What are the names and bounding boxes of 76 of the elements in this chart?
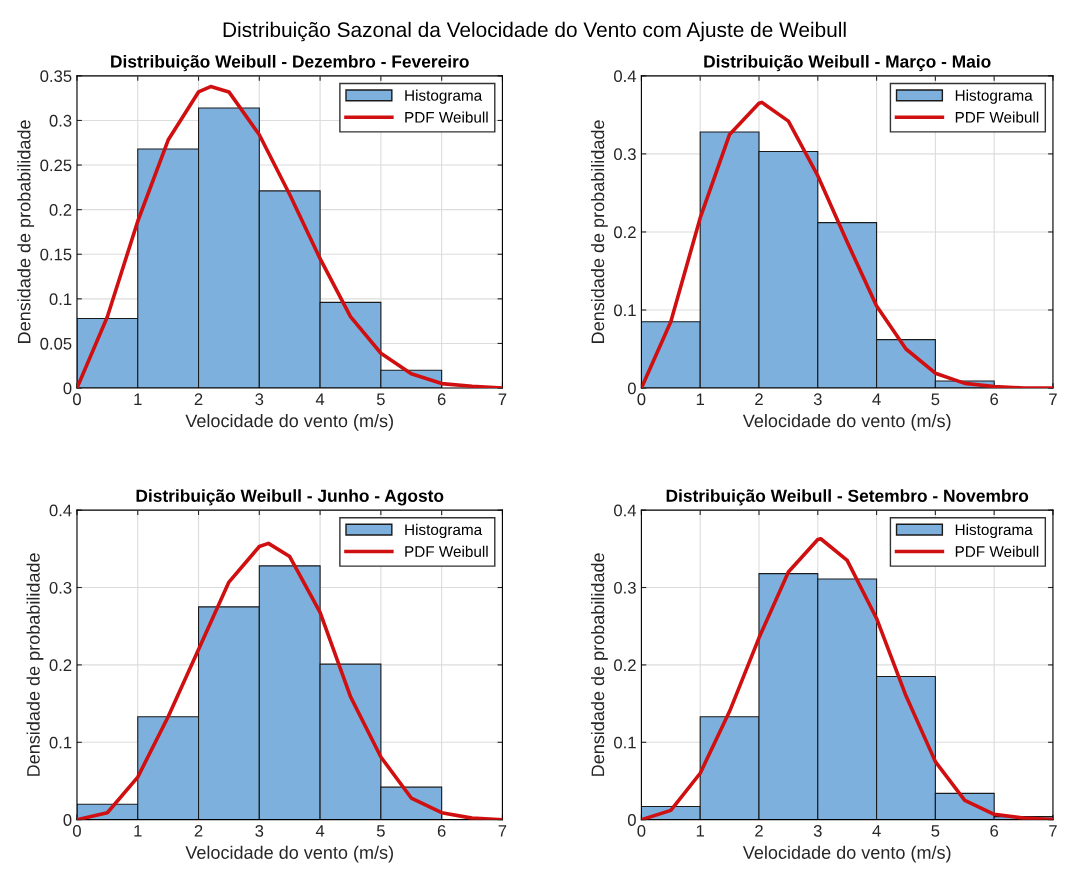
y-tick-label: 0.3	[49, 114, 72, 127]
y-tick-label: 0.1	[614, 736, 636, 749]
legend-label: PDF Weibull	[955, 545, 1039, 557]
chart-title: Distribuição Weibull - Setembro - Novembro	[666, 489, 1029, 506]
y-tick-label: 0	[627, 814, 636, 826]
x-tick-label: 4	[872, 825, 881, 837]
x-tick-label: 3	[255, 393, 264, 406]
y-tick-label: 0.25	[40, 159, 72, 172]
x-tick-label: 5	[931, 393, 940, 406]
x-tick-label: 1	[696, 825, 705, 837]
x-axis-title: Velocidade do vento (m/s)	[185, 845, 393, 863]
text: Distribuição Sazonal da Velocidade do Vento com Ajuste de Weibull	[223, 21, 846, 42]
legend-label: Histograma	[955, 89, 1033, 104]
y-tick-label: 0.35	[40, 70, 72, 83]
x-tick-label: 4	[315, 825, 325, 837]
y-axis-title: Densidade de probabilidade	[590, 120, 608, 343]
legend-label: PDF Weibull	[405, 111, 488, 123]
x-tick-label: 3	[813, 393, 822, 406]
y-axis-title: Densidade de probabilidade	[17, 120, 35, 343]
x-tick-label: 0	[637, 824, 646, 837]
y-tick-label: 0.1	[49, 293, 72, 306]
x-tick-label: 7	[1049, 393, 1057, 405]
x-tick-label: 7	[1049, 825, 1057, 837]
y-tick-label: 0.4	[614, 70, 637, 83]
x-tick-label: 0	[72, 393, 81, 406]
y-axis-title: Densidade de probabilidade	[590, 553, 608, 776]
x-tick-label: 6	[990, 393, 999, 406]
x-tick-label: 7	[498, 393, 507, 405]
y-tick-label: 0	[63, 814, 72, 826]
x-tick-label: 2	[755, 824, 763, 837]
y-tick-label: 0.1	[49, 736, 72, 749]
y-tick-label: 0	[63, 382, 72, 395]
y-tick-label: 0.15	[40, 248, 72, 261]
x-tick-label: 3	[255, 824, 264, 837]
x-tick-label: 4	[872, 393, 881, 405]
x-tick-label: 1	[696, 393, 705, 405]
x-tick-label: 2	[194, 393, 203, 405]
legend-label: PDF Weibull	[405, 545, 488, 557]
y-tick-label: 0.2	[49, 204, 72, 216]
x-axis-title: Velocidade do vento (m/s)	[742, 845, 951, 863]
y-tick-label: 0.2	[614, 659, 636, 672]
y-tick-label: 0.3	[614, 148, 636, 161]
x-axis-title: Velocidade do vento (m/s)	[742, 413, 951, 431]
y-tick-label: 0.2	[614, 226, 636, 239]
chart-title: Distribuição Weibull - Junho - Agosto	[136, 489, 444, 506]
y-tick-label: 0.1	[614, 304, 636, 317]
x-tick-label: 6	[437, 824, 446, 837]
x-axis-title: Velocidade do vento (m/s)	[185, 413, 393, 431]
chart-title: Distribuição Weibull - Dezembro - Fevereiro	[111, 54, 469, 72]
legend-label: Histograma	[955, 523, 1033, 539]
x-tick-label: 5	[376, 825, 385, 837]
x-tick-label: 6	[990, 824, 999, 837]
x-tick-label: 5	[931, 825, 940, 837]
y-tick-label: 0.4	[614, 504, 637, 517]
x-tick-label: 2	[755, 393, 763, 405]
y-axis-title: Densidade de probabilidade	[26, 553, 44, 776]
x-tick-label: 2	[194, 824, 203, 837]
y-tick-label: 0.3	[49, 581, 72, 594]
y-tick-label: 0.4	[49, 504, 72, 517]
x-tick-label: 5	[376, 393, 385, 406]
legend-label: PDF Weibull	[955, 111, 1039, 123]
legend-label: Histograma	[405, 89, 483, 104]
y-tick-label: 0.3	[614, 581, 636, 594]
x-tick-label: 4	[315, 393, 325, 405]
legend-label: Histograma	[405, 523, 483, 539]
x-tick-label: 7	[498, 825, 507, 837]
y-tick-label: 0.05	[40, 337, 72, 350]
y-tick-label: 0.2	[49, 659, 72, 672]
x-tick-label: 6	[437, 393, 446, 406]
x-tick-label: 1	[134, 393, 142, 405]
y-tick-label: 0	[627, 382, 636, 395]
x-tick-label: 0	[72, 824, 81, 837]
x-tick-label: 3	[813, 824, 822, 837]
chart-title: Distribuição Weibull - Março - Maio	[704, 54, 991, 72]
x-tick-label: 1	[134, 825, 142, 837]
x-tick-label: 0	[637, 393, 646, 406]
